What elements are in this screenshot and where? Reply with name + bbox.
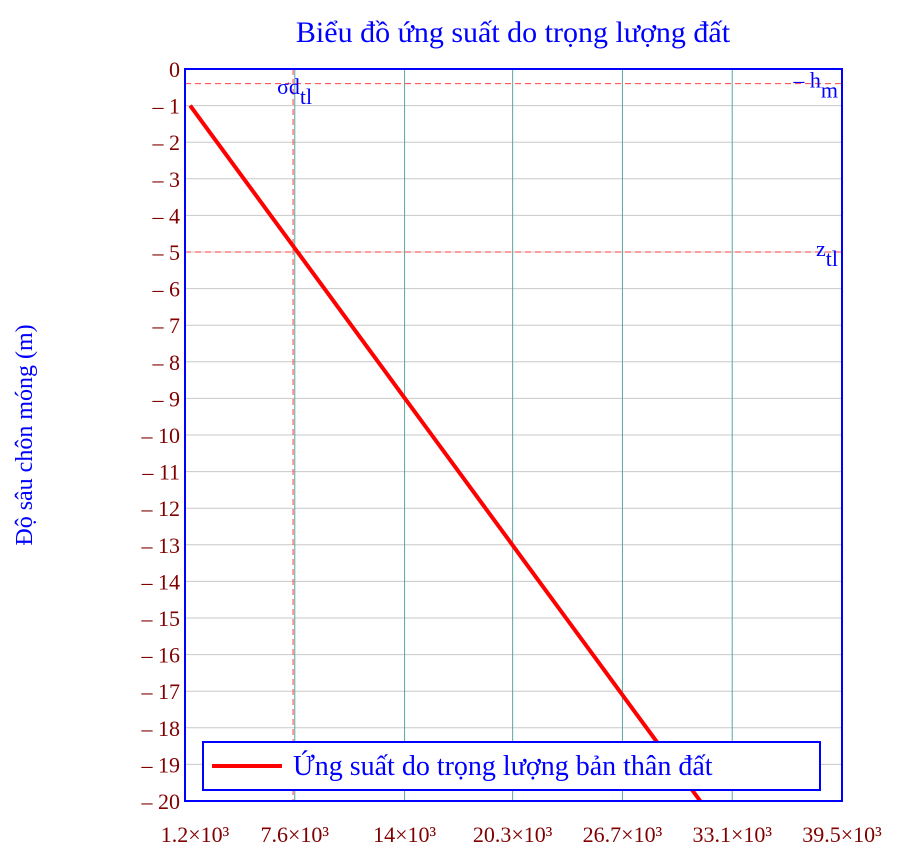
y-tick-label: – 14 [141, 569, 181, 594]
y-tick-label: – 11 [141, 460, 180, 485]
y-tick-label: – 17 [141, 679, 181, 704]
x-tick-label: 39.5×10³ [802, 822, 882, 847]
x-tick-label: 20.3×10³ [473, 822, 553, 847]
legend [202, 741, 821, 791]
x-tick-label: 1.2×10³ [161, 822, 230, 847]
x-tick-label: 14×10³ [373, 822, 436, 847]
y-tick-label: – 19 [141, 752, 181, 777]
y-tick-label: – 12 [141, 496, 181, 521]
data-line [188, 104, 702, 803]
marker-label: ztl [816, 236, 838, 271]
y-tick-label: 0 [169, 57, 180, 82]
marker-label-sub: tl [826, 246, 838, 271]
plot-frame [184, 68, 843, 802]
y-tick-label: – 13 [141, 533, 181, 558]
marker-label: σdtl [277, 74, 312, 109]
x-tick-label: 26.7×10³ [583, 822, 663, 847]
y-tick-label: – 10 [141, 423, 181, 448]
x-tick-label: 33.1×10³ [692, 822, 772, 847]
y-tick-label: – 20 [141, 789, 181, 814]
y-tick-label: – 9 [152, 386, 181, 411]
y-tick-label: – 8 [152, 350, 181, 375]
marker-label-sub: tl [300, 84, 312, 109]
legend-label: Ứng suất do trọng lượng bản thân đất [293, 751, 713, 782]
y-tick-label: – 1 [152, 94, 181, 119]
marker-label-main: – h [792, 68, 821, 93]
y-tick-label: – 5 [152, 240, 181, 265]
y-axis-label: Độ sâu chôn móng (m) [12, 324, 38, 545]
chart-title: Biểu đồ ứng suất do trọng lượng đất [296, 16, 731, 49]
x-tick-label: 7.6×10³ [261, 822, 330, 847]
y-tick-label: – 15 [141, 606, 181, 631]
marker-label: – hm [792, 68, 838, 103]
y-tick-label: – 6 [152, 277, 181, 302]
y-tick-label: – 16 [141, 643, 181, 668]
y-tick-label: – 7 [152, 313, 181, 338]
marker-label-main: z [816, 236, 826, 261]
y-tick-label: – 4 [152, 203, 181, 228]
marker-label-sub: m [821, 78, 838, 103]
marker-label-main: σd [277, 74, 300, 99]
y-tick-label: – 3 [152, 167, 181, 192]
y-tick-label: – 18 [141, 716, 181, 741]
y-tick-label: – 2 [152, 130, 181, 155]
